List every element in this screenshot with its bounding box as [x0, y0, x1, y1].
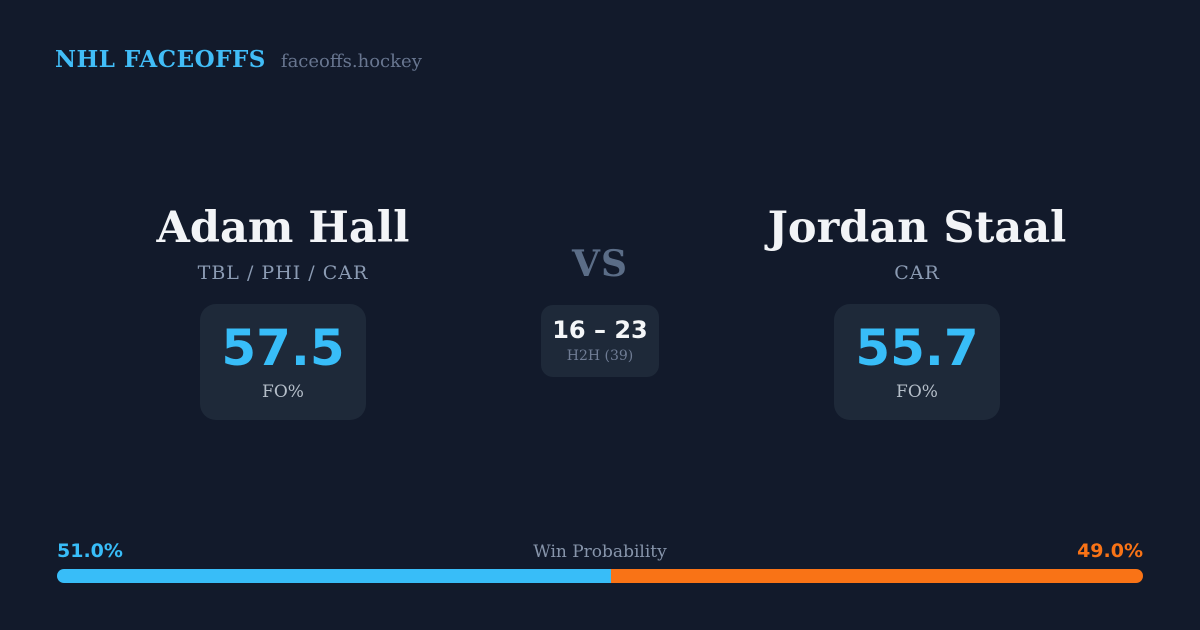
win-probability-left-pct: 51.0%	[57, 540, 123, 562]
win-probability-title: Win Probability	[533, 542, 667, 562]
h2h-label: H2H (39)	[566, 348, 634, 364]
vs-section: VS 16 – 23 H2H (39)	[430, 244, 770, 377]
win-probability-labels: 51.0% Win Probability 49.0%	[57, 540, 1143, 562]
win-probability-right-pct: 49.0%	[1077, 540, 1143, 562]
player-left-section: Adam Hall TBL / PHI / CAR 57.5 FO%	[113, 203, 453, 421]
win-probability-left-fill	[57, 569, 611, 583]
brand-title: NHL FACEOFFS	[55, 46, 266, 73]
player-left-stat-value: 57.5	[221, 318, 345, 377]
h2h-box: 16 – 23 H2H (39)	[541, 305, 659, 377]
player-left-stat-box: 57.5 FO%	[200, 304, 366, 421]
win-probability-right-fill	[610, 569, 1143, 583]
brand-domain: faceoffs.hockey	[280, 51, 422, 72]
player-left-teams: TBL / PHI / CAR	[197, 262, 369, 285]
player-right-stat-box: 55.7 FO%	[834, 304, 1000, 421]
vs-label: VS	[572, 243, 628, 285]
player-right-stat-value: 55.7	[855, 318, 979, 377]
h2h-score: 16 – 23	[552, 316, 648, 344]
header: NHL FACEOFFS faceoffs.hockey	[55, 46, 422, 73]
player-right-stat-label: FO%	[896, 381, 938, 402]
player-left-name: Adam Hall	[156, 203, 410, 253]
player-left-stat-label: FO%	[262, 381, 304, 402]
player-right-section: Jordan Staal CAR 55.7 FO%	[747, 203, 1087, 421]
player-right-name: Jordan Staal	[767, 203, 1067, 253]
player-right-teams: CAR	[894, 262, 940, 285]
win-probability-bar	[57, 569, 1143, 583]
